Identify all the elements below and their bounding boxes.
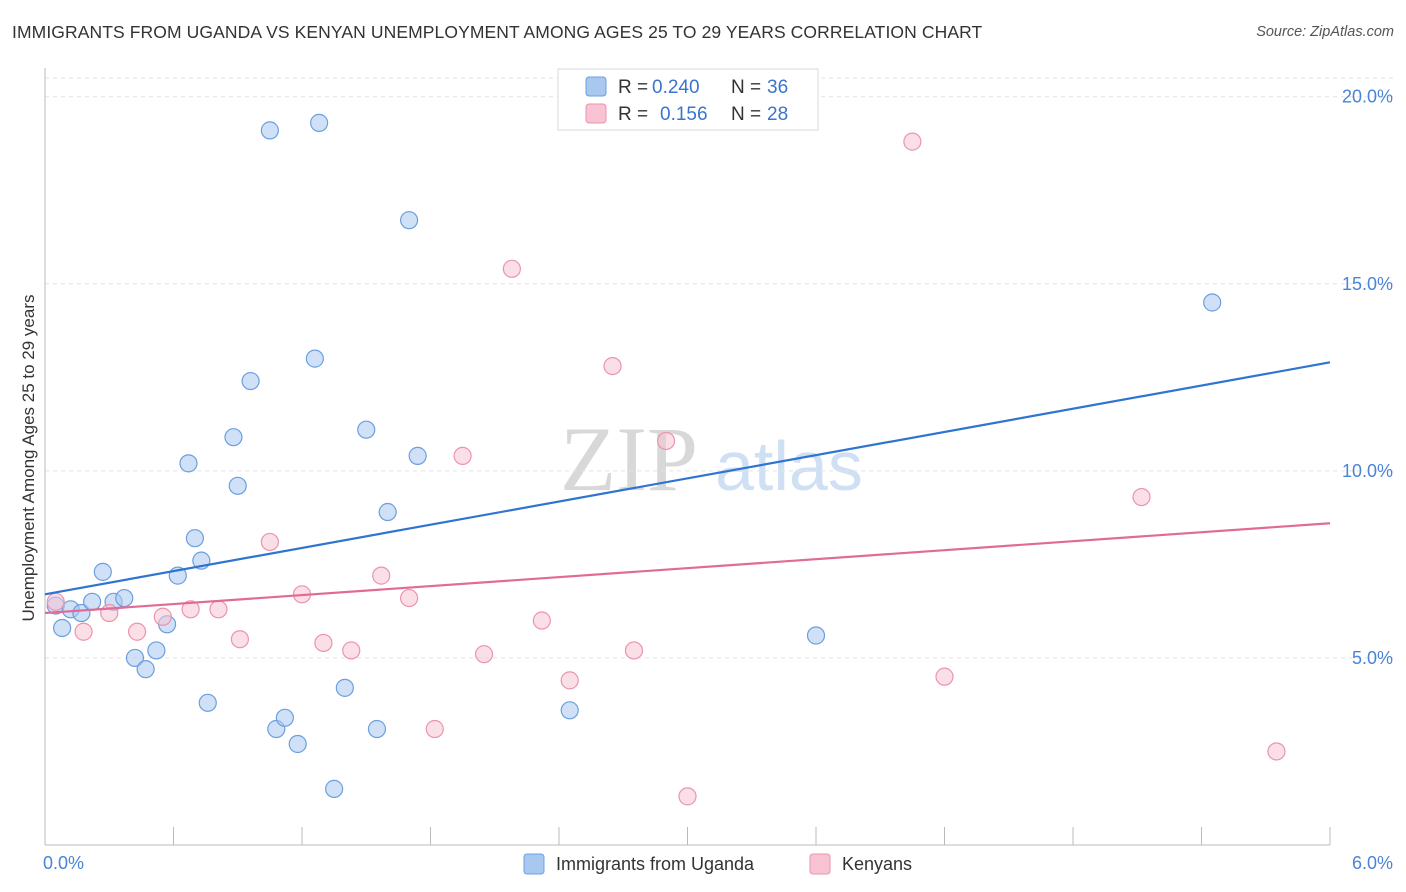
point-kenyans bbox=[603, 356, 622, 376]
y-tick-label: 20.0% bbox=[1342, 87, 1393, 107]
point-uganda bbox=[72, 603, 91, 623]
y-tick-label: 15.0% bbox=[1342, 274, 1393, 294]
point-kenyans bbox=[372, 566, 391, 585]
point-kenyans bbox=[532, 611, 551, 630]
point-uganda bbox=[408, 446, 427, 465]
point-uganda bbox=[399, 211, 419, 230]
watermark-zip: ZIP bbox=[560, 408, 698, 510]
point-uganda bbox=[115, 588, 134, 608]
point-kenyans bbox=[453, 446, 472, 465]
point-kenyans bbox=[425, 719, 444, 739]
point-kenyans bbox=[678, 787, 697, 806]
y-axis-label: Unemployment Among Ages 25 to 29 years bbox=[19, 295, 38, 622]
legend-r-value-1: 0.240 bbox=[652, 77, 700, 98]
point-kenyans bbox=[560, 671, 579, 690]
point-uganda bbox=[198, 693, 217, 712]
point-kenyans bbox=[260, 532, 279, 552]
x-tick-label-min: 0.0% bbox=[43, 853, 84, 873]
point-uganda bbox=[260, 121, 279, 140]
point-uganda bbox=[310, 113, 329, 132]
point-uganda bbox=[179, 454, 198, 473]
watermark-atlas: atlas bbox=[715, 427, 863, 505]
point-kenyans bbox=[903, 132, 922, 151]
bottom-legend-swatch-kenyans bbox=[809, 853, 831, 875]
point-uganda bbox=[335, 678, 354, 697]
bottom-legend-label-uganda: Immigrants from Uganda bbox=[556, 854, 755, 874]
point-kenyans bbox=[502, 259, 521, 278]
legend-r-label-1: R = bbox=[618, 77, 648, 98]
point-kenyans bbox=[656, 431, 676, 451]
point-kenyans bbox=[935, 667, 954, 686]
point-kenyans bbox=[399, 588, 419, 608]
data-points bbox=[46, 113, 1286, 806]
legend-r-label-2: R = bbox=[618, 104, 648, 125]
x-tick-label-max: 6.0% bbox=[1352, 853, 1393, 873]
point-kenyans bbox=[181, 600, 200, 619]
point-kenyans bbox=[127, 622, 147, 641]
point-uganda bbox=[275, 708, 294, 727]
point-uganda bbox=[185, 529, 205, 548]
legend-swatch-uganda bbox=[585, 76, 607, 97]
y-tick-label: 10.0% bbox=[1342, 461, 1393, 481]
legend-n-label-2: N = bbox=[731, 104, 761, 125]
point-uganda bbox=[357, 420, 376, 439]
point-kenyans bbox=[46, 592, 65, 611]
point-kenyans bbox=[74, 622, 93, 641]
point-kenyans bbox=[624, 641, 644, 660]
legend-n-label-1: N = bbox=[731, 77, 761, 98]
point-uganda bbox=[806, 626, 826, 645]
legend-n-value-2: 28 bbox=[767, 104, 788, 125]
point-uganda bbox=[367, 719, 387, 739]
point-uganda bbox=[83, 592, 102, 611]
point-uganda bbox=[1203, 293, 1222, 312]
point-kenyans bbox=[314, 633, 333, 653]
correlation-legend: R = 0.240 N = 36 R = 0.156 N = 28 bbox=[557, 68, 819, 131]
point-uganda bbox=[288, 734, 307, 754]
legend-r-value-2: 0.156 bbox=[660, 104, 708, 125]
point-uganda bbox=[224, 428, 243, 447]
point-uganda bbox=[53, 618, 72, 638]
point-kenyans bbox=[1267, 742, 1286, 761]
axes bbox=[44, 68, 1331, 846]
point-uganda bbox=[560, 701, 579, 720]
legend-swatch-kenyans bbox=[585, 103, 607, 124]
point-uganda bbox=[136, 660, 155, 679]
trend-lines bbox=[44, 361, 1331, 615]
chart-source: Source: ZipAtlas.com bbox=[1256, 24, 1394, 40]
y-tick-label: 5.0% bbox=[1352, 648, 1393, 668]
chart-title: IMMIGRANTS FROM UGANDA VS KENYAN UNEMPLO… bbox=[12, 22, 983, 42]
series-legend: Immigrants from Uganda Kenyans bbox=[523, 853, 912, 875]
legend-n-value-1: 36 bbox=[767, 77, 788, 98]
trend-line-kenyans bbox=[44, 522, 1331, 615]
trend-line-uganda bbox=[44, 361, 1331, 596]
point-kenyans bbox=[1132, 487, 1151, 507]
point-uganda bbox=[305, 349, 324, 368]
point-uganda bbox=[241, 371, 260, 391]
point-kenyans bbox=[230, 630, 249, 649]
point-uganda bbox=[325, 779, 344, 798]
point-uganda bbox=[228, 476, 247, 495]
point-uganda bbox=[93, 562, 112, 581]
point-uganda bbox=[378, 502, 397, 522]
point-uganda bbox=[125, 648, 145, 668]
point-kenyans bbox=[342, 641, 361, 660]
point-kenyans bbox=[474, 645, 494, 664]
point-uganda bbox=[147, 641, 166, 660]
point-kenyans bbox=[153, 607, 172, 626]
bottom-legend-swatch-uganda bbox=[523, 853, 545, 875]
point-kenyans bbox=[209, 600, 228, 619]
bottom-legend-label-kenyans: Kenyans bbox=[842, 854, 912, 874]
